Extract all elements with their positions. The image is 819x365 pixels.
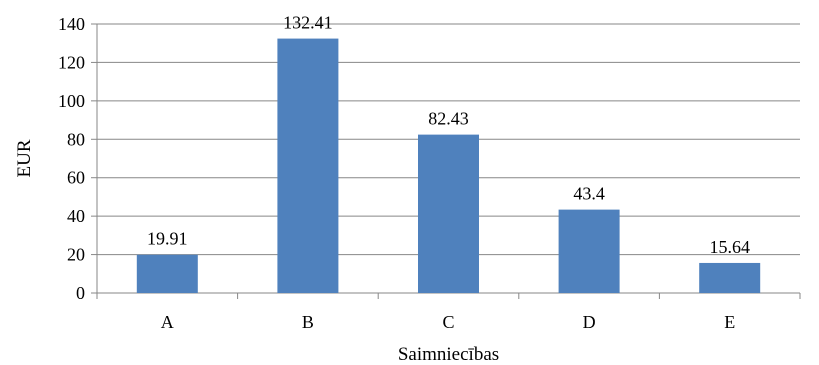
bar-D [558,209,620,293]
y-tick-label: 40 [67,206,85,226]
y-tick-label: 140 [58,14,85,34]
data-label-A: 19.91 [147,229,188,249]
data-label-D: 43.4 [573,184,605,204]
y-tick-label: 60 [67,168,85,188]
bar-C [418,134,479,293]
y-axis: 0 20 40 60 80 100 120 140 [58,14,98,303]
bar-B [277,38,339,293]
x-tick-label: C [442,312,454,332]
y-axis-title: EUR [14,139,35,177]
x-tick-label: A [161,312,174,332]
y-tick-label: 120 [58,52,85,72]
data-label-C: 82.43 [428,109,469,129]
x-axis: A B C D E [96,292,801,332]
bar-A [136,254,198,293]
bar-E [699,262,761,293]
y-tick-label: 20 [67,245,85,265]
x-tick-label: E [724,312,735,332]
y-tick-label: 100 [58,91,85,111]
y-tick-label: 0 [76,283,85,303]
x-tick-label: B [302,312,314,332]
x-tick-label: D [583,312,596,332]
data-labels: 19.91 132.41 82.43 43.4 15.64 [147,13,750,257]
x-axis-title: Saimniecības [398,344,499,365]
y-tick-label: 80 [67,129,85,149]
bars [136,38,761,293]
data-label-E: 15.64 [709,237,750,257]
data-label-B: 132.41 [283,13,333,33]
